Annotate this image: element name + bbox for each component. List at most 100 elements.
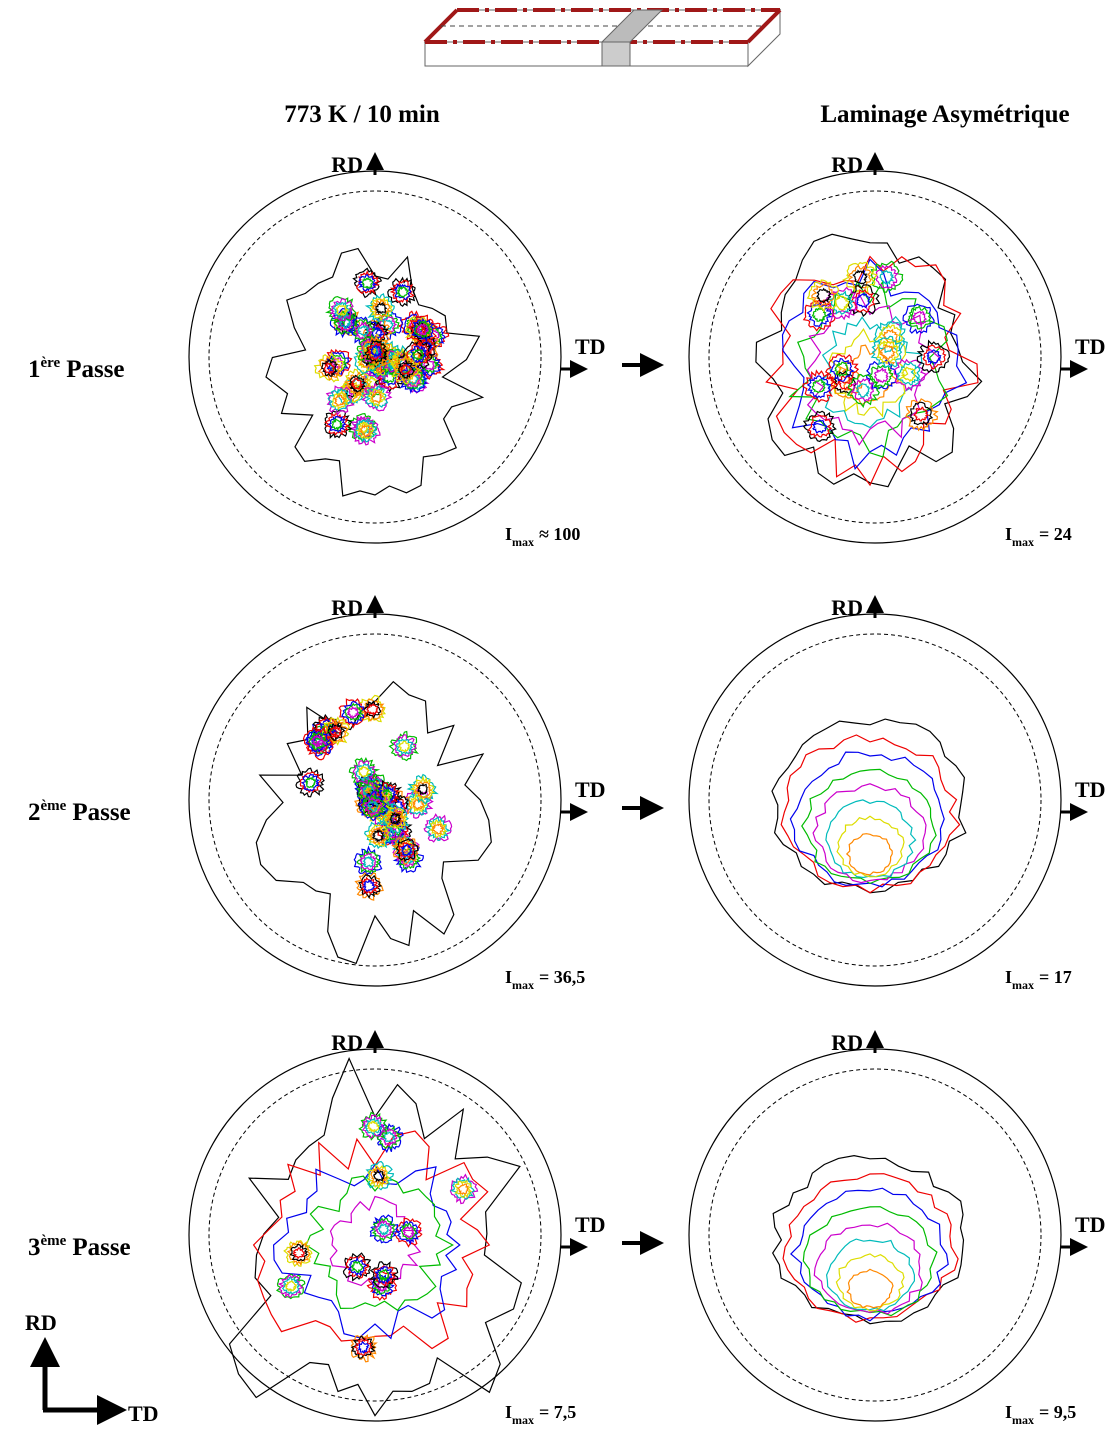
contour [411,348,425,361]
contour [820,315,923,429]
contour [333,310,357,335]
contour [836,815,905,878]
contour [327,415,346,433]
contour [370,1166,389,1186]
contour [812,419,828,434]
contour [879,344,896,360]
contour [394,357,419,384]
contour [367,827,388,845]
contour [310,734,324,749]
contour [825,1238,915,1312]
pole-figure: RD TD Imax = 7,5 [188,1030,606,1427]
imax-value: ≈ 100 [539,524,580,544]
imax-subscript: max [512,535,534,549]
contour [378,1268,390,1282]
contour [371,390,383,404]
contour [450,1176,475,1200]
contour [323,362,335,375]
contour [856,292,871,309]
imax-value: = 9,5 [1039,1402,1076,1422]
contour [366,1120,380,1133]
imax-subscript: max [1012,1413,1034,1427]
contour [801,768,937,885]
contour [255,680,492,965]
contour [366,342,386,360]
contour [389,811,402,825]
contour [371,1217,396,1242]
contour [870,260,904,293]
contour [911,310,928,326]
contour [841,261,878,295]
contour [882,328,898,345]
contour [360,342,379,359]
inner-circle [208,1068,542,1402]
contour [926,349,942,365]
contour [304,775,317,789]
outer-circle [688,613,1062,987]
row-superscript: ère [41,355,61,371]
contour [353,845,383,877]
axes-rd: RD [25,1310,57,1335]
contour [806,375,832,399]
contour [402,1226,415,1239]
contour [332,356,344,372]
column-header: Laminage Asymétrique [820,101,1069,128]
imax-value: = 36,5 [539,967,585,987]
row-superscript: ème [41,1233,67,1249]
contour [870,335,903,369]
rd-label: RD [831,595,863,620]
contour [813,1222,923,1315]
contour [359,853,377,871]
contour [893,358,927,392]
contour [335,304,350,316]
contour [855,382,871,398]
contour [353,1338,373,1356]
imax-label: Imax = 9,5 [1005,1402,1076,1427]
contour [789,751,945,888]
contour [365,824,391,848]
contour [811,283,837,308]
contour [323,718,349,745]
contour [830,358,855,382]
contour [302,726,334,754]
contour [835,1253,905,1312]
contour [393,283,412,301]
imax-symbol: I [1005,524,1012,544]
contour [383,806,408,830]
contour [389,279,415,304]
contour [391,834,420,865]
contour [308,731,326,751]
contour [385,826,398,839]
contour [284,1280,298,1292]
contour [812,783,927,884]
inner-circle [208,633,542,967]
contour [364,1116,383,1137]
contour [346,705,361,719]
td-label: TD [1075,334,1106,359]
sample-sketch [423,8,782,68]
contour [327,722,346,742]
contour [361,1114,386,1139]
contour [336,315,354,332]
contour [349,377,364,390]
contour [802,369,838,403]
contour [361,276,374,290]
contour [338,698,368,729]
contour [379,803,410,834]
contour [366,703,379,717]
rd-label: RD [331,595,363,620]
row-number: 2 [28,799,41,826]
contour [416,323,429,337]
contour [335,378,366,407]
contour [357,273,378,292]
contour [781,258,968,471]
contours [255,680,492,965]
rd-label: RD [831,152,863,177]
contour [414,319,433,338]
outer-circle [688,1048,1062,1422]
imax-symbol: I [1005,967,1012,987]
contour [852,269,868,285]
contour [406,314,439,345]
imax-symbol: I [505,967,512,987]
